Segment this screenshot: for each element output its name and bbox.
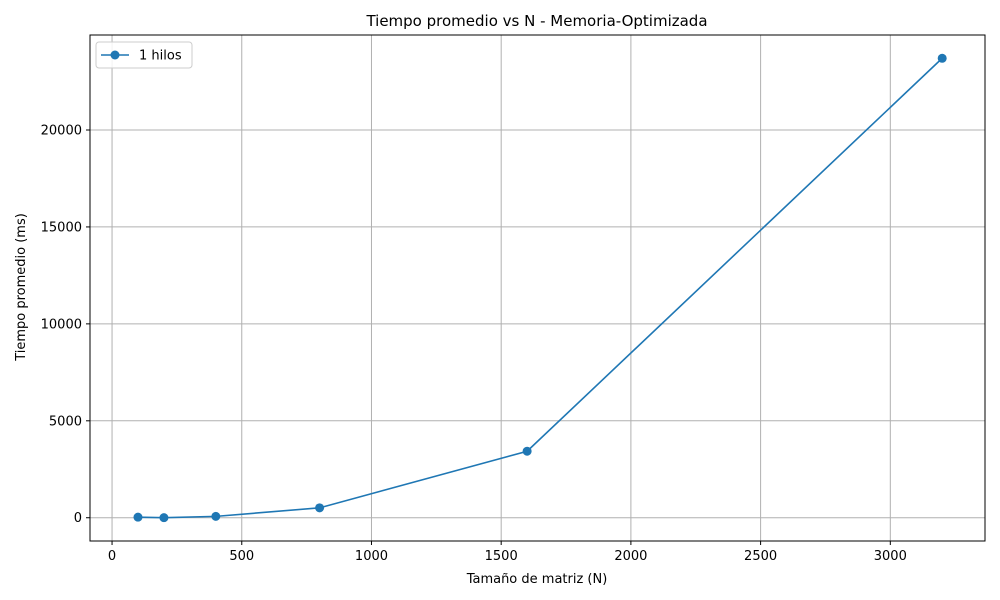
data-point: [159, 513, 169, 523]
x-tick-label: 1000: [355, 549, 388, 564]
x-tick-label: 2000: [614, 549, 647, 564]
y-axis-label: Tiempo promedio (ms): [14, 213, 29, 362]
series-layer: [133, 53, 947, 523]
legend-marker: [110, 50, 120, 60]
y-tick-label: 0: [74, 511, 82, 526]
axes: 0 500 1000 1500 2000 2500 3000 0 5000 10000 15000 2…: [41, 34, 986, 564]
y-tick-label: 20000: [41, 123, 82, 138]
x-tick-label: 2500: [744, 549, 777, 564]
legend-label: 1 hilos: [139, 49, 182, 64]
x-tick-label: 3000: [874, 549, 907, 564]
data-point: [315, 503, 325, 513]
legend: 1 hilos: [95, 41, 193, 69]
grid: [90, 35, 985, 541]
data-point: [211, 511, 221, 521]
y-tick-label: 15000: [41, 220, 82, 235]
chart-title: Tiempo promedio vs N - Memoria-Optimizad…: [365, 12, 707, 30]
y-tick-label: 10000: [41, 317, 82, 332]
x-axis-label: Tamaño de matriz (N): [466, 572, 608, 587]
x-tick-label: 0: [108, 549, 116, 564]
x-tick-label: 500: [229, 549, 254, 564]
data-point: [937, 53, 947, 63]
plot-frame: [89, 34, 986, 542]
x-tick-label: 1500: [485, 549, 518, 564]
data-point: [133, 512, 143, 522]
y-tick-label: 5000: [49, 414, 82, 429]
legend-box: [95, 41, 193, 69]
data-point: [522, 446, 532, 456]
